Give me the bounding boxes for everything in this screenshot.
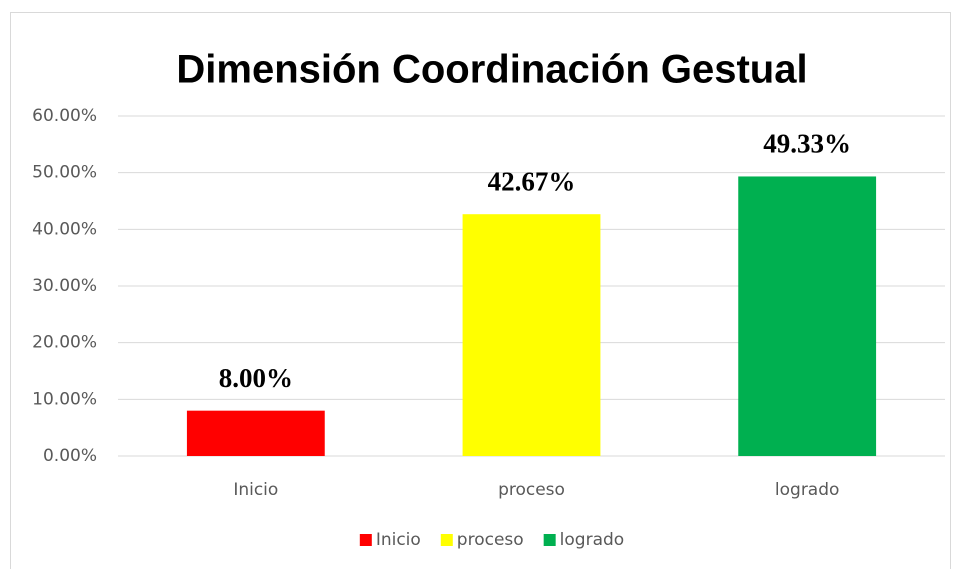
x-tick-label: Inicio: [233, 480, 278, 500]
bar: [462, 214, 601, 456]
y-tick-label: 20.00%: [32, 333, 97, 353]
data-label: 8.00%: [219, 363, 293, 393]
legend-label: logrado: [560, 530, 625, 550]
legend-swatch: [543, 534, 556, 546]
legend-label: proceso: [457, 530, 524, 550]
y-tick-label: 30.00%: [32, 276, 97, 296]
chart-title: Dimensión Coordinación Gestual: [176, 48, 807, 92]
legend-label: Inicio: [376, 530, 421, 550]
y-tick-label: 60.00%: [32, 106, 97, 126]
y-tick-label: 50.00%: [32, 163, 97, 183]
data-label: 42.67%: [488, 166, 576, 196]
y-tick-label: 0.00%: [43, 446, 97, 466]
x-tick-label: proceso: [498, 480, 565, 500]
y-tick-label: 40.00%: [32, 219, 97, 239]
data-label: 49.33%: [763, 129, 851, 159]
x-tick-label: logrado: [775, 480, 840, 500]
bar: [738, 176, 877, 457]
bar: [186, 410, 325, 456]
legend-swatch: [440, 534, 453, 546]
legend-swatch: [359, 534, 372, 546]
y-tick-label: 10.00%: [32, 389, 97, 409]
